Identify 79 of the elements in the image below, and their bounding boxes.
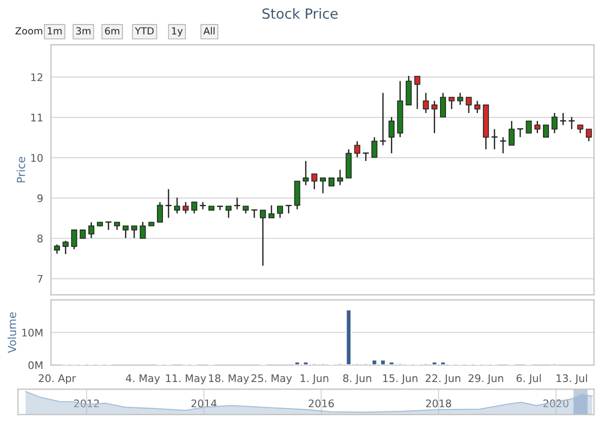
x-tick-label: 13. Jul xyxy=(556,374,587,384)
candlestick xyxy=(440,92,446,118)
bar xyxy=(302,361,310,366)
candlestick xyxy=(268,204,274,218)
text: 1m xyxy=(48,27,62,34)
y-tick-label: 9 xyxy=(37,194,43,202)
text: 6m xyxy=(105,27,120,35)
y-axis-title: Price xyxy=(16,156,26,182)
bar xyxy=(431,361,438,366)
y-tick-label: 12 xyxy=(31,73,42,82)
candlestick xyxy=(337,169,344,186)
candlestick xyxy=(311,173,318,190)
x-tick-label: 18. May xyxy=(209,374,249,384)
x-tick-label: 2016 xyxy=(308,399,334,408)
candlestick xyxy=(156,201,163,223)
bar xyxy=(345,308,352,366)
candlestick xyxy=(534,120,540,134)
text: 1y xyxy=(172,27,183,36)
x-tick-label: 6. Jul xyxy=(516,374,541,384)
candlestick xyxy=(174,197,180,214)
candlestick xyxy=(320,177,326,194)
x-tick-label: 1. Jun xyxy=(300,374,328,384)
x-tick-label: 11. May xyxy=(166,374,206,384)
candlestick xyxy=(508,120,515,146)
x-tick-label: 2018 xyxy=(426,399,452,408)
candlestick xyxy=(371,136,378,158)
x-tick-label: 2012 xyxy=(74,399,99,408)
candlestick xyxy=(431,100,438,134)
candlestick xyxy=(448,96,455,110)
candlestick xyxy=(552,112,558,134)
x-tick-label: 29. Jun xyxy=(468,374,504,384)
candlestick xyxy=(568,116,575,130)
x-tick-label: 22. Jun xyxy=(426,374,460,384)
text: YTD xyxy=(134,27,154,34)
candlestick xyxy=(406,75,412,106)
x-tick-label: 8. Jun xyxy=(343,374,372,384)
x-tick-label: 4. May xyxy=(126,374,160,384)
text: 3m xyxy=(76,27,90,35)
candlestick xyxy=(388,116,395,154)
y-axis-title: Volume xyxy=(8,312,16,354)
candlestick xyxy=(422,92,429,114)
candlestick xyxy=(140,221,146,240)
candlestick xyxy=(474,100,480,114)
text: Zoom xyxy=(15,27,42,35)
candlestick xyxy=(466,96,472,114)
bar xyxy=(388,361,395,366)
candlestick xyxy=(586,128,592,142)
y-tick-label: 0M xyxy=(28,361,42,370)
candlestick xyxy=(526,120,532,134)
y-tick-label: 10M xyxy=(22,328,42,337)
bar xyxy=(371,359,378,366)
y-tick-label: 11 xyxy=(31,114,42,122)
x-tick-label: 25. May xyxy=(252,374,292,384)
y-tick-label: 8 xyxy=(37,234,43,242)
candlestick xyxy=(226,206,232,218)
candlestick xyxy=(560,112,566,126)
candlestick xyxy=(191,201,198,214)
chart-title: Stock Price xyxy=(262,8,338,19)
candlestick xyxy=(62,240,69,255)
y-tick-label: 10 xyxy=(31,154,43,162)
candlestick xyxy=(71,229,78,250)
bar xyxy=(440,361,446,366)
candlestick xyxy=(414,76,420,110)
candlestick xyxy=(542,124,549,138)
candlestick xyxy=(131,225,138,239)
candlestick xyxy=(260,210,266,266)
candlestick xyxy=(54,244,60,254)
y-tick-label: 7 xyxy=(38,275,42,283)
bar xyxy=(380,359,386,366)
text: All xyxy=(203,27,215,34)
candlestick xyxy=(88,222,94,239)
candlestick xyxy=(302,160,309,186)
x-tick-label: 15. Jun xyxy=(383,374,418,384)
candlestick xyxy=(122,225,129,239)
candlestick xyxy=(457,92,464,106)
x-tick-label: 20. Apr xyxy=(38,374,76,384)
bar xyxy=(294,361,300,366)
candlestick xyxy=(277,206,284,218)
candlestick xyxy=(182,201,189,214)
